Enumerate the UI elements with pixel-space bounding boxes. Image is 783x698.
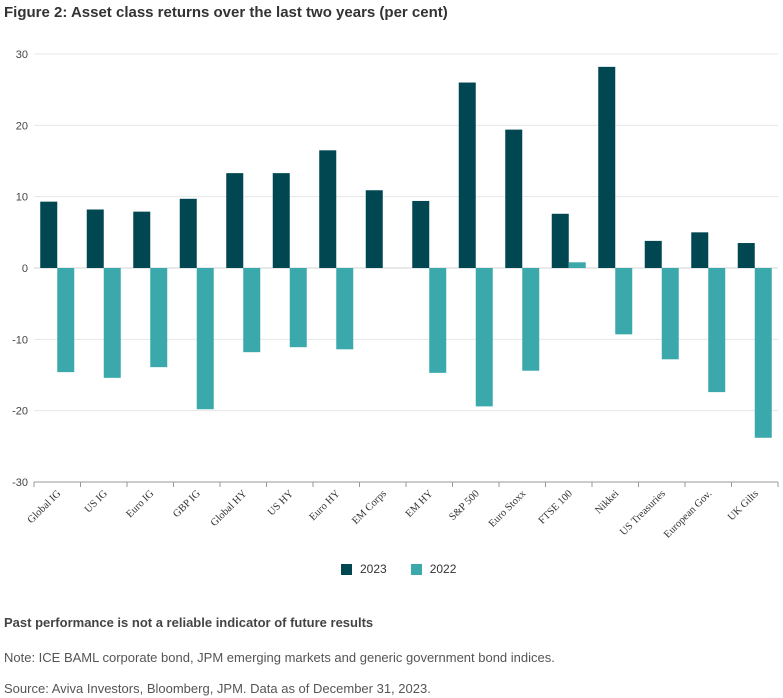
bar-2023-nikkei bbox=[598, 66, 616, 268]
bar-2023-ftse-100 bbox=[551, 213, 569, 268]
bar-2022-s-p-500 bbox=[475, 268, 493, 407]
x-tick-label: S&P 500 bbox=[447, 488, 482, 523]
x-tick-label: EM HY bbox=[404, 488, 436, 520]
x-tick-label: FTSE 100 bbox=[537, 488, 575, 526]
bar-2022-ftse-100 bbox=[568, 262, 586, 268]
y-tick-label: 0 bbox=[22, 263, 28, 275]
bar-2023-em-hy bbox=[412, 200, 430, 268]
y-tick-label: -30 bbox=[12, 477, 28, 489]
bar-2022-nikkei bbox=[615, 268, 633, 335]
legend-swatch-2023 bbox=[341, 563, 352, 575]
chart-source: Source: Aviva Investors, Bloomberg, JPM.… bbox=[4, 681, 431, 696]
bar-2022-us-ig bbox=[103, 268, 121, 378]
x-tick-label: Nikkei bbox=[593, 488, 621, 516]
legend-label-2023: 2023 bbox=[360, 562, 387, 576]
x-tick-label: US IG bbox=[83, 488, 110, 515]
x-tick-label: US HY bbox=[266, 488, 296, 518]
bar-2022-us-treasuries bbox=[661, 268, 679, 360]
bar-2023-euro-hy bbox=[319, 150, 337, 268]
bar-2023-s-p-500 bbox=[458, 82, 476, 269]
bar-2023-us-treasuries bbox=[644, 240, 662, 268]
y-tick-label: 30 bbox=[16, 49, 28, 61]
chart-legend: 2023 2022 bbox=[341, 562, 456, 576]
x-tick-label: Euro Stoxx bbox=[487, 488, 529, 530]
y-tick-label: 20 bbox=[16, 120, 28, 132]
legend-item-2023: 2023 bbox=[341, 562, 387, 576]
bar-2022-euro-hy bbox=[336, 268, 354, 350]
bars-layer bbox=[40, 66, 772, 438]
legend-item-2022: 2022 bbox=[410, 562, 457, 576]
y-tick-label: 10 bbox=[16, 192, 28, 204]
chart-note: Note: ICE BAML corporate bond, JPM emerg… bbox=[4, 650, 555, 665]
bar-2022-uk-gilts bbox=[754, 268, 772, 438]
x-tick-label: GBP IG bbox=[171, 488, 203, 520]
bar-2023-uk-gilts bbox=[737, 243, 755, 268]
x-tick-label: US Treasuries bbox=[618, 488, 668, 538]
bar-2023-us-ig bbox=[86, 209, 104, 268]
bar-2023-european-gov- bbox=[691, 232, 709, 268]
bar-2022-european-gov- bbox=[708, 268, 726, 393]
bar-2022-us-hy bbox=[289, 268, 307, 348]
y-tick-label: -20 bbox=[12, 406, 28, 418]
bar-2023-euro-ig bbox=[133, 211, 151, 268]
x-tick-label: Euro HY bbox=[308, 488, 343, 523]
bar-2023-euro-stoxx bbox=[505, 129, 523, 268]
bar-2023-em-corps bbox=[365, 190, 383, 268]
bar-2022-global-ig bbox=[57, 268, 75, 373]
bar-2023-global-ig bbox=[40, 201, 58, 268]
legend-label-2022: 2022 bbox=[429, 562, 457, 576]
x-tick-label: Euro IG bbox=[124, 488, 156, 520]
bar-2023-gbp-ig bbox=[179, 198, 197, 268]
bar-2022-gbp-ig bbox=[196, 268, 214, 410]
legend-swatch-2022 bbox=[410, 563, 422, 575]
bar-2023-global-hy bbox=[226, 173, 244, 268]
x-tick-label: Global HY bbox=[209, 488, 250, 529]
bar-2022-euro-stoxx bbox=[522, 268, 540, 371]
x-tick-label: Global IG bbox=[26, 488, 64, 526]
x-tick-label: European Gov. bbox=[662, 488, 714, 540]
bar-2022-euro-ig bbox=[150, 268, 168, 368]
x-tick-label: UK Gilts bbox=[726, 488, 761, 523]
bar-2022-global-hy bbox=[243, 268, 261, 353]
performance-disclaimer: Past performance is not a reliable indic… bbox=[4, 615, 374, 630]
x-tick-label: EM Corps bbox=[350, 488, 389, 527]
y-tick-label: -10 bbox=[12, 334, 28, 346]
figure-title: Figure 2: Asset class returns over the l… bbox=[4, 4, 448, 21]
bar-2023-us-hy bbox=[272, 173, 290, 268]
bar-2022-em-hy bbox=[429, 268, 447, 373]
